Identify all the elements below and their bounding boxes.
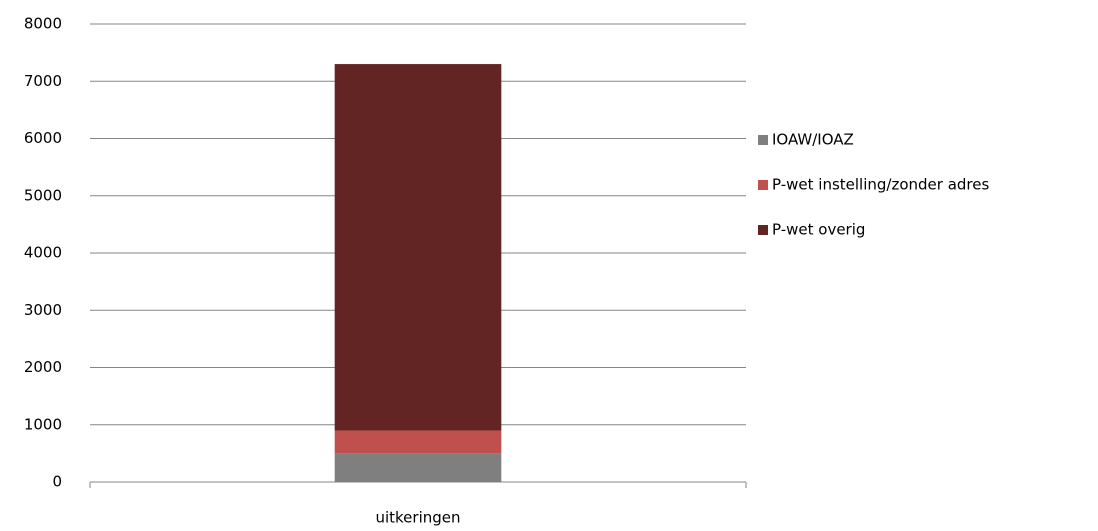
x-tick-label: uitkeringen [375,509,460,527]
bar-segment [334,430,502,454]
legend-label: IOAW/IOAZ [772,131,854,149]
legend-swatch [758,225,768,235]
legend-label: P-wet overig [772,221,865,239]
y-tick-label: 3000 [24,301,62,319]
y-tick-label: 0 [52,473,62,491]
y-tick-label: 7000 [24,72,62,90]
y-tick-label: 4000 [24,244,62,262]
y-tick-label: 5000 [24,186,62,204]
legend-swatch [758,135,768,145]
y-tick-label: 2000 [24,358,62,376]
y-tick-label: 1000 [24,415,62,433]
y-tick-label: 6000 [24,129,62,147]
bar-segment [334,453,502,482]
legend-swatch [758,180,768,190]
y-tick-label: 8000 [24,15,62,33]
bar-segment [334,64,502,431]
legend-label: P-wet instelling/zonder adres [772,176,989,194]
